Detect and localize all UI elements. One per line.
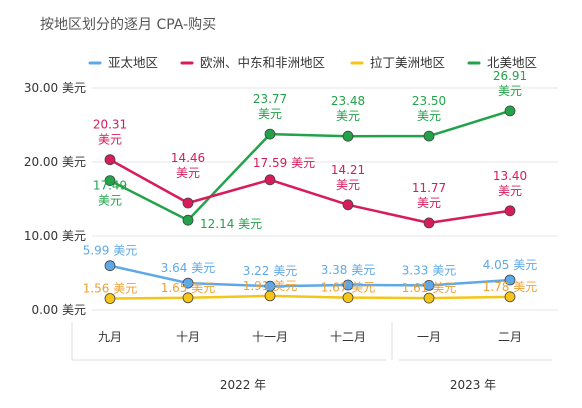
series-line — [109, 294, 511, 300]
data-label: 17.59 美元 — [253, 156, 315, 170]
data-label: 12.14 美元 — [200, 217, 262, 231]
data-point — [423, 130, 435, 142]
data-label: 3.33 美元 — [402, 263, 457, 277]
series-line — [109, 158, 511, 225]
data-label: 1.91 美元 — [243, 279, 298, 293]
x-tick-label: 一月 — [417, 330, 441, 344]
data-label: 3.22 美元 — [243, 264, 298, 278]
data-label: 14.46 美元 — [171, 151, 205, 180]
data-point — [423, 279, 435, 291]
data-point — [104, 293, 116, 304]
data-label: 17.49 美元 — [93, 179, 127, 208]
series-line — [109, 109, 511, 222]
legend-label: 亚太地区 — [108, 55, 158, 70]
data-point — [182, 214, 194, 226]
x-tick-label: 十月 — [176, 330, 200, 344]
data-label: 14.21 美元 — [331, 163, 365, 192]
data-point — [264, 174, 276, 186]
data-label: 1.61 美元 — [402, 281, 457, 295]
x-tick-label: 十一月 — [252, 330, 288, 344]
data-point — [342, 279, 354, 291]
year-label: 2022 年 — [220, 378, 266, 392]
data-point — [504, 205, 516, 217]
x-axis: 九月 十月 十一月 十二月 一月 二月 2022 年 2023 年 — [71, 322, 552, 392]
data-label: 4.05 美元 — [483, 258, 538, 272]
legend-label: 北美地区 — [487, 55, 537, 70]
data-point — [104, 260, 116, 272]
chart-title: 按地区划分的逐月 CPA-购买 — [40, 17, 216, 33]
series-line — [109, 264, 511, 288]
data-point — [342, 199, 354, 211]
y-tick-label: 0.00 美元 — [31, 303, 86, 317]
data-label: 1.65 美元 — [161, 281, 216, 295]
series-group — [104, 105, 516, 304]
y-tick-label: 20.00 美元 — [24, 155, 86, 169]
y-axis: 0.00 美元 10.00 美元 20.00 美元 30.00 美元 — [24, 81, 86, 317]
data-label: 3.38 美元 — [321, 263, 376, 277]
data-label: 3.64 美元 — [161, 261, 216, 275]
data-point — [504, 274, 516, 286]
gridlines — [92, 87, 558, 311]
data-label: 23.77 美元 — [253, 92, 287, 121]
x-tick-label: 十二月 — [330, 330, 366, 344]
data-point — [182, 292, 194, 304]
year-label: 2023 年 — [450, 378, 496, 392]
data-label: 13.40 美元 — [493, 169, 527, 198]
data-label: 11.77 美元 — [412, 181, 446, 210]
data-label: 1.56 美元 — [83, 281, 138, 295]
y-tick-label: 30.00 美元 — [24, 81, 86, 95]
data-point — [182, 197, 194, 209]
legend: 亚太地区 欧洲、中东和非洲地区 拉丁美洲地区 北美地区 — [88, 55, 537, 70]
y-tick-label: 10.00 美元 — [24, 229, 86, 243]
data-label: 1.67 美元 — [321, 281, 376, 295]
data-label: 26.91 美元 — [493, 69, 527, 98]
data-point — [264, 128, 276, 140]
data-label: 23.48 美元 — [331, 94, 365, 123]
legend-label: 欧洲、中东和非洲地区 — [200, 55, 325, 70]
data-point — [504, 105, 516, 117]
data-point — [104, 154, 116, 166]
x-tick-label: 九月 — [98, 330, 122, 344]
data-point — [264, 280, 276, 292]
legend-label: 拉丁美洲地区 — [370, 55, 445, 70]
x-tick-label: 二月 — [498, 330, 522, 344]
data-point — [104, 175, 116, 187]
data-point — [342, 130, 354, 142]
data-point — [182, 277, 194, 289]
data-point — [342, 292, 354, 304]
data-labels: 5.99 美元 3.64 美元 3.22 美元 3.38 美元 3.33 美元 4.05 … — [83, 69, 538, 296]
data-point — [423, 217, 435, 229]
data-label: 1.78 美元 — [483, 280, 538, 294]
data-point — [423, 292, 435, 304]
data-label: 23.50 美元 — [412, 94, 446, 123]
data-label: 20.31 美元 — [93, 118, 127, 147]
data-point — [504, 291, 516, 303]
data-label: 5.99 美元 — [83, 244, 138, 258]
